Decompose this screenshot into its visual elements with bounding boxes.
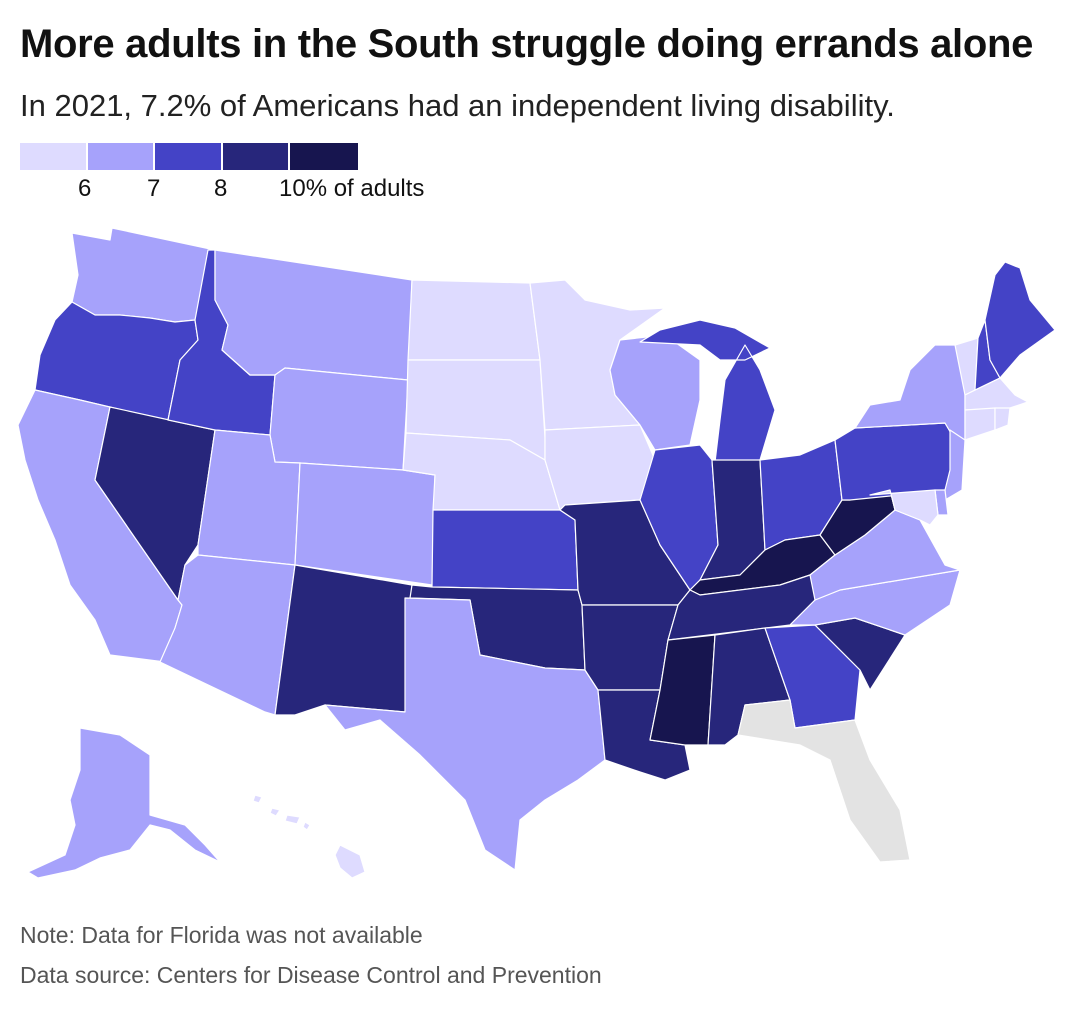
state-WA — [71, 227, 216, 323]
state-TX — [324, 597, 606, 871]
state-CO — [294, 462, 436, 586]
state-MD — [869, 489, 939, 526]
legend-swatch-2 — [88, 143, 153, 170]
state-KS — [431, 509, 579, 591]
state-MI — [639, 319, 776, 463]
legend-tick-10: 10% of adults — [279, 175, 425, 202]
state-PA — [834, 422, 959, 501]
state-WI — [609, 334, 701, 451]
state-ND — [407, 279, 541, 361]
state-MT — [214, 249, 413, 381]
us-choropleth-map — [17, 227, 1056, 879]
footnote: Note: Data for Florida was not available — [20, 922, 423, 948]
state-HI — [252, 794, 366, 879]
state-ME — [984, 261, 1056, 379]
legend-tick-7: 7 — [147, 175, 161, 202]
color-legend: 6 7 8 10% of adults — [20, 143, 460, 203]
legend-swatch-1 — [20, 143, 86, 170]
legend-tick-8: 8 — [214, 175, 228, 202]
data-source: Data source: Centers for Disease Control… — [20, 962, 602, 988]
chart-title: More adults in the South struggle doing … — [20, 22, 1034, 66]
state-IA — [544, 424, 656, 511]
state-WY — [269, 367, 409, 471]
legend-swatch-5 — [290, 143, 358, 170]
legend-swatch-3 — [155, 143, 221, 170]
chart-subtitle: In 2021, 7.2% of Americans had an indepe… — [20, 88, 895, 123]
state-AK — [27, 727, 221, 879]
state-CT — [964, 407, 996, 441]
state-NM — [274, 564, 413, 716]
legend-swatch-4 — [223, 143, 288, 170]
legend-tick-6: 6 — [78, 175, 92, 202]
state-FL — [737, 699, 911, 863]
state-RI — [994, 407, 1011, 431]
